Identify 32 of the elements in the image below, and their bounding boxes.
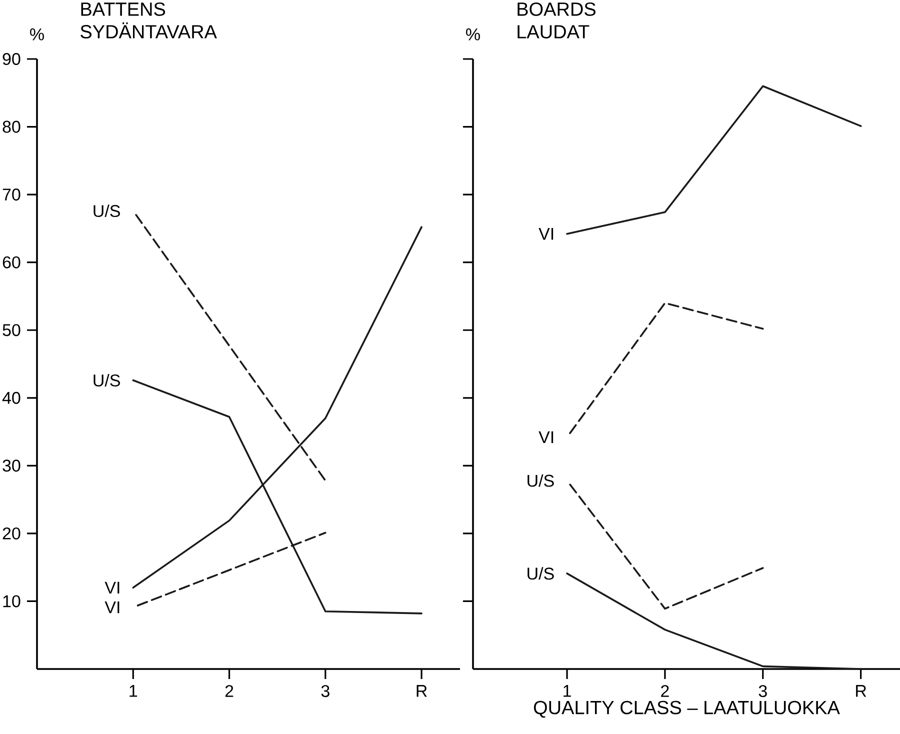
x-tick-label: 2: [661, 685, 669, 697]
chart-title: BOARDS: [518, 2, 596, 16]
x-tick-label: 3: [758, 685, 767, 698]
y-axis-title: %: [466, 28, 480, 40]
series-label: VI: [538, 228, 554, 240]
series-label: U/S: [528, 567, 554, 580]
chart-title: BATTENS: [81, 2, 166, 16]
series-label: U/S: [528, 474, 554, 487]
y-tick-label: 20: [2, 527, 20, 540]
chart-subtitle: SYDÄNTAVARA: [80, 22, 217, 38]
series-label: U/S: [94, 204, 120, 218]
y-tick-label: 90: [2, 53, 20, 66]
y-tick-label: 50: [2, 324, 20, 336]
series-label: VI: [538, 431, 554, 444]
x-tick-label: R: [416, 685, 427, 697]
x-tick-label: 3: [321, 685, 330, 698]
x-tick-label: 2: [225, 685, 234, 697]
y-tick-label: 60: [2, 256, 20, 268]
x-tick-label: 1: [564, 685, 571, 697]
series-label: U/S: [94, 374, 120, 386]
x-tick-label: 1: [130, 685, 138, 697]
series-label: VI: [104, 601, 120, 614]
y-tick-label: 70: [2, 188, 20, 201]
x-axis-title: QUALITY CLASS – LAATULUOKKA: [534, 700, 840, 718]
y-tick-label: 30: [2, 460, 20, 472]
y-tick-label: 80: [2, 120, 20, 133]
y-tick-label: 10: [3, 595, 20, 608]
series-label: VI: [104, 582, 120, 594]
chart-subtitle: LAUDAT: [518, 25, 590, 38]
y-tick-label: 40: [2, 392, 20, 404]
y-axis-title: %: [30, 28, 44, 40]
x-tick-label: R: [856, 685, 866, 697]
